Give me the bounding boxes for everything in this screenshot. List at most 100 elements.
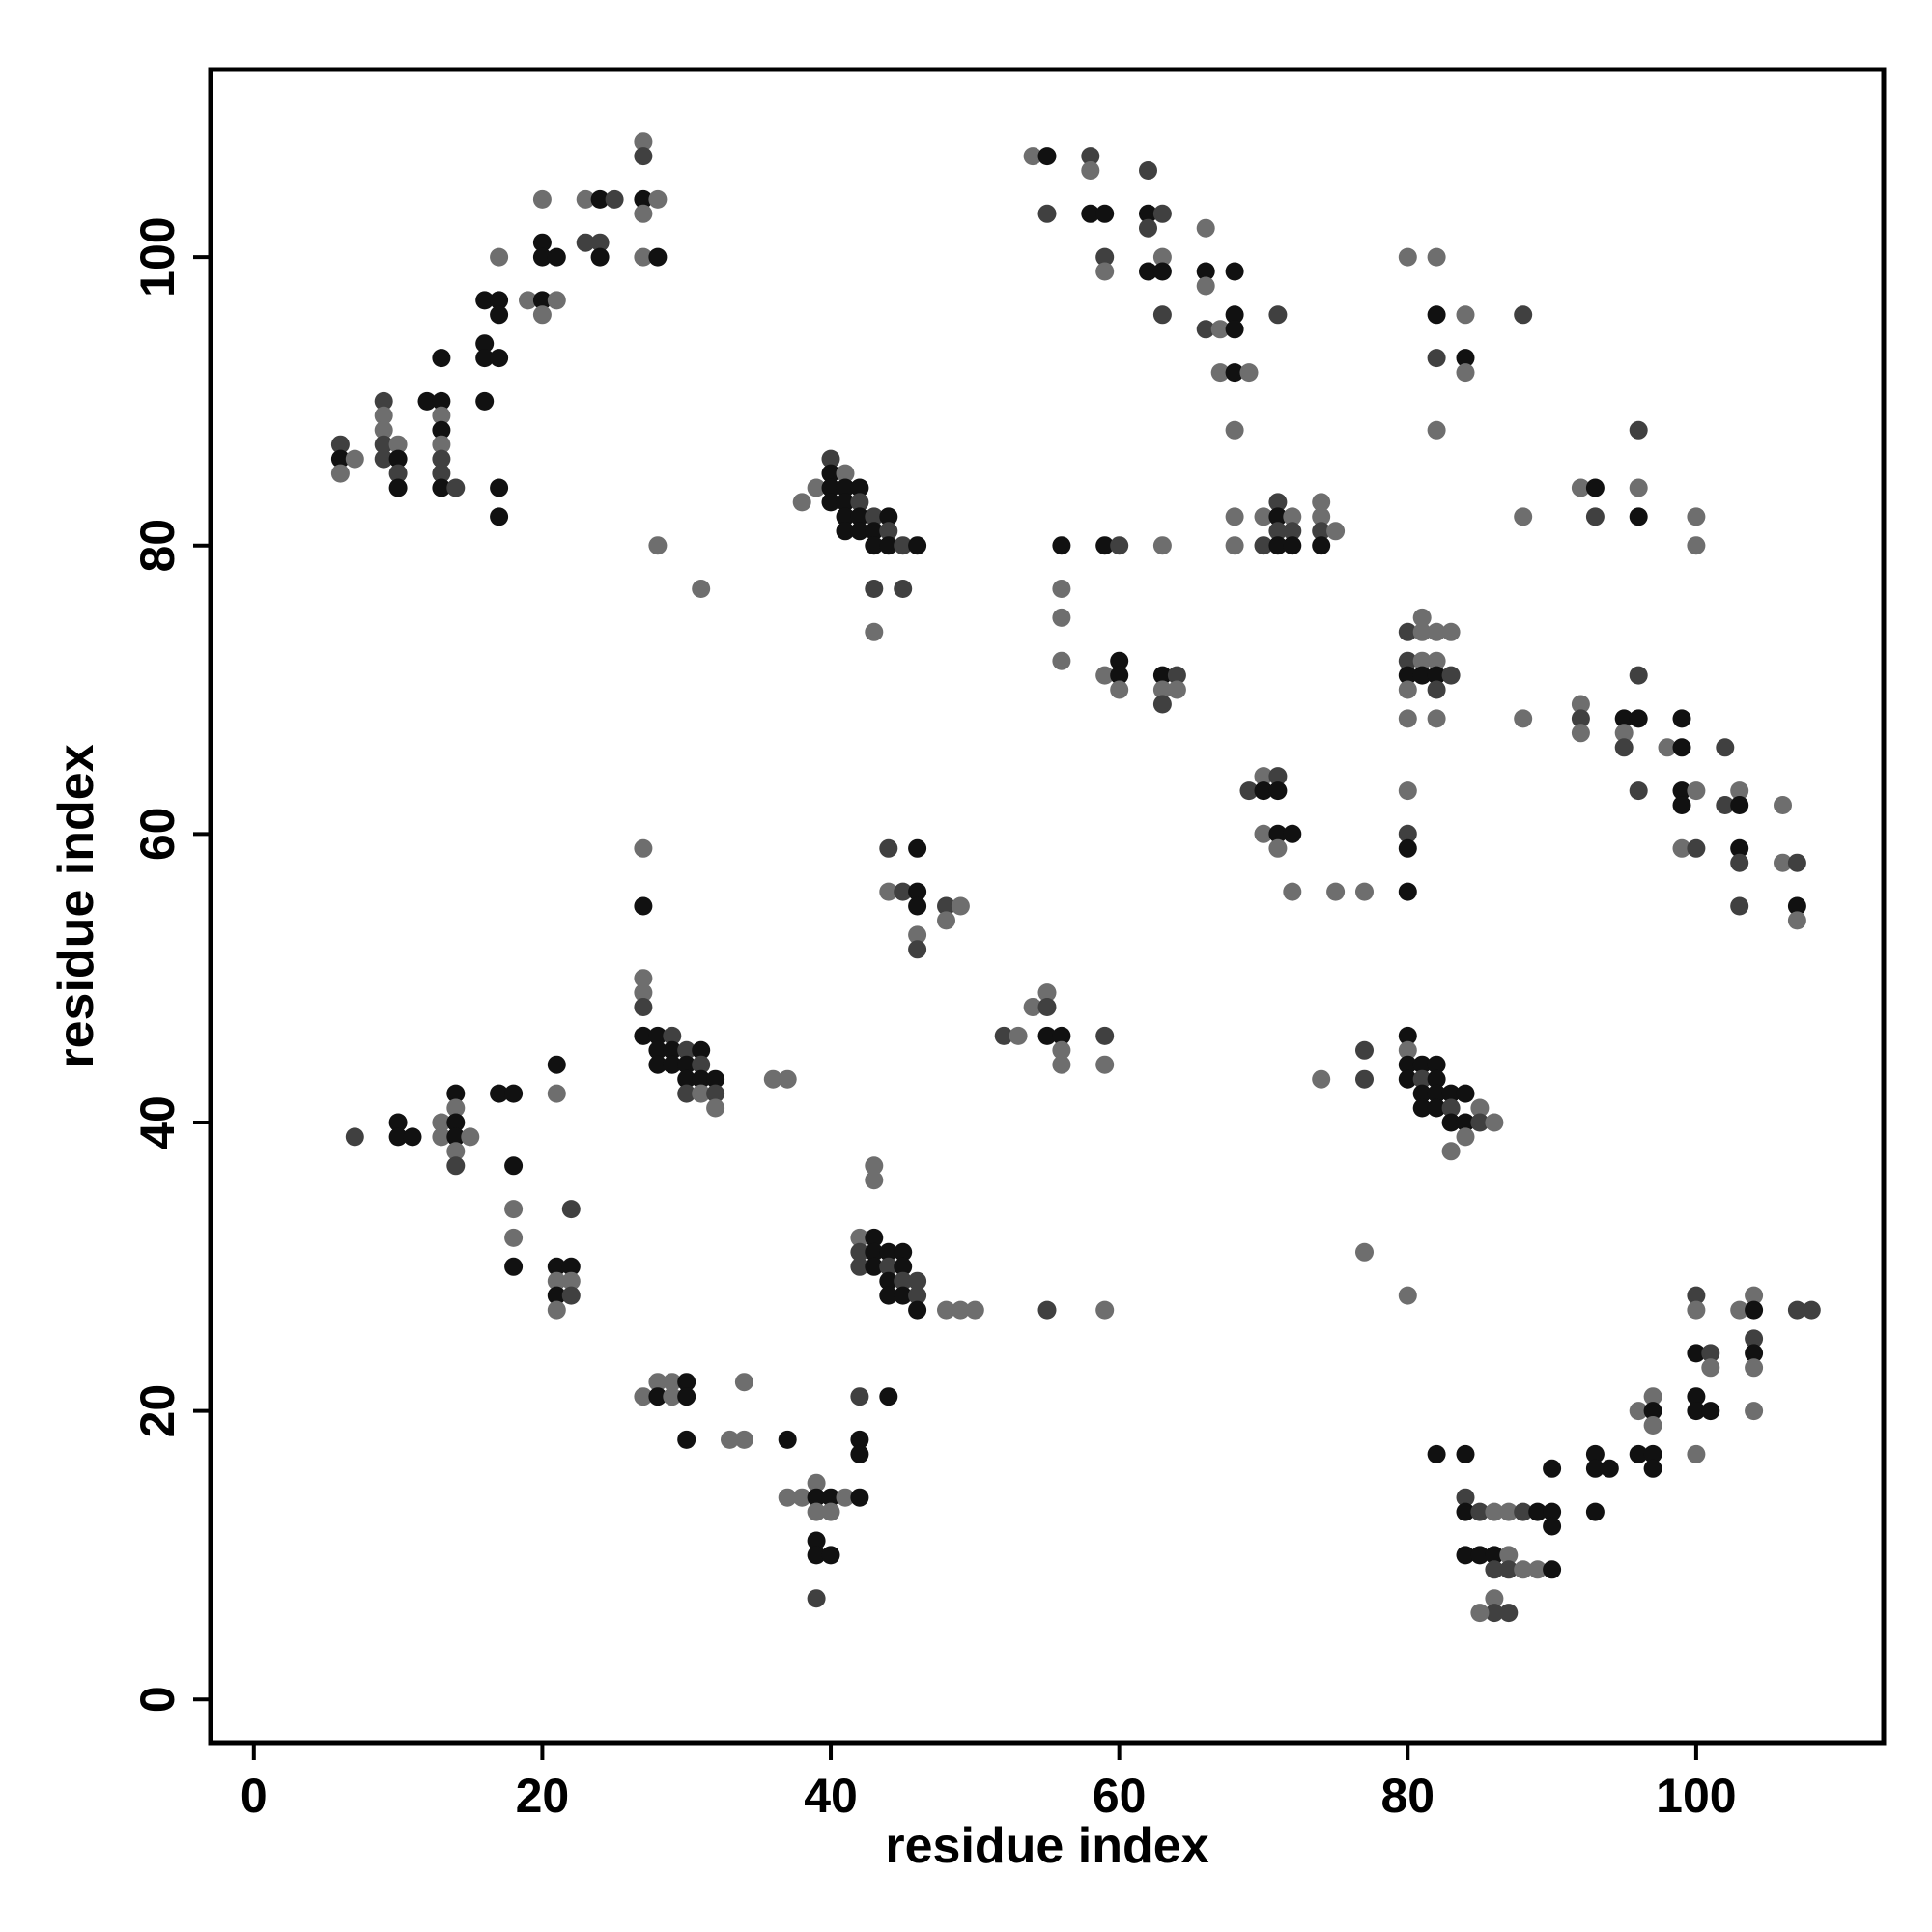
data-point [1427,247,1446,267]
data-point [1152,666,1172,685]
data-point [850,522,869,541]
data-point [1687,536,1706,555]
data-point [576,233,595,252]
data-point [1268,767,1288,786]
data-point [1470,1502,1490,1521]
data-point [1614,709,1634,728]
data-point [532,305,552,325]
data-point [879,522,898,541]
data-point [1398,622,1417,641]
data-point [1052,580,1071,598]
data-point [446,1142,466,1161]
data-point [1052,651,1071,670]
data-point [865,536,884,555]
data-point [1585,478,1605,497]
data-point [1441,622,1461,641]
data-point [1023,998,1042,1016]
data-point [634,1387,653,1406]
data-point [865,507,884,526]
data-point [1398,838,1417,858]
data-point [432,1113,451,1132]
data-point [1687,1344,1706,1363]
data-point [504,1257,524,1276]
data-point [1225,305,1244,325]
data-point [547,1055,566,1074]
data-point [1398,666,1417,685]
data-point [374,435,393,454]
data-point [547,1257,566,1276]
data-point [821,1502,840,1521]
data-point [648,1055,668,1074]
data-point [1268,838,1288,858]
data-point [1456,1113,1475,1132]
data-point [908,1271,927,1291]
data-point [1528,1560,1548,1579]
data-point [1629,1402,1648,1421]
data-point [1687,838,1706,858]
y-tick-label: 100 [130,216,185,297]
data-point [576,189,595,209]
data-point [1427,1444,1446,1463]
data-point [1398,882,1417,901]
data-point [1268,305,1288,325]
data-point [1398,1040,1417,1060]
data-point [1398,781,1417,801]
data-point [1355,1069,1374,1089]
data-point [1326,522,1346,541]
data-point [937,911,955,930]
data-point [894,1271,913,1291]
data-point [1110,666,1129,685]
x-tick-label: 20 [516,1769,570,1823]
data-point [1672,781,1691,801]
data-point [865,1257,884,1276]
data-point [1745,1358,1764,1378]
data-point [1037,998,1057,1016]
data-point [403,1127,422,1147]
x-axis: 0 20 40 60 80 100 [241,1743,1737,1823]
x-axis-label: residue index [885,1818,1208,1874]
data-point [807,1589,826,1608]
data-point [490,507,509,526]
data-point [1398,1055,1417,1074]
data-point [763,1069,782,1089]
data-point [1427,622,1446,641]
data-point [1268,522,1288,541]
data-point [1210,363,1230,383]
data-point [1355,1040,1374,1060]
data-point [1268,824,1288,843]
data-point [1210,320,1230,339]
data-point [721,1430,739,1449]
x-tick-label: 60 [1093,1769,1147,1823]
y-tick-label: 40 [130,1095,185,1150]
data-point [1701,1344,1720,1363]
data-point [1225,320,1244,339]
data-point [850,507,869,526]
data-point [1672,796,1691,814]
data-point [1081,161,1100,180]
data-point [532,247,552,267]
data-point [836,478,855,497]
data-point [1152,680,1172,699]
data-point [1398,824,1417,843]
data-point [850,493,869,512]
data-point [692,1084,711,1103]
data-point [677,1430,696,1449]
y-tick-label: 0 [130,1686,185,1713]
data-point [1283,824,1302,843]
data-point [1456,1502,1475,1521]
data-point [561,1200,581,1219]
data-point [807,1488,826,1507]
data-point [432,406,451,425]
data-point [648,1387,668,1406]
data-point [345,449,364,469]
x-tick-label: 40 [804,1769,858,1823]
data-point [1196,262,1215,281]
data-point [1585,1502,1605,1521]
data-point [1485,1113,1504,1132]
data-point [1268,781,1288,801]
data-point [879,1286,898,1305]
data-point [865,580,884,598]
data-point [865,1171,884,1190]
data-point [879,1271,898,1291]
data-point [965,1300,984,1320]
